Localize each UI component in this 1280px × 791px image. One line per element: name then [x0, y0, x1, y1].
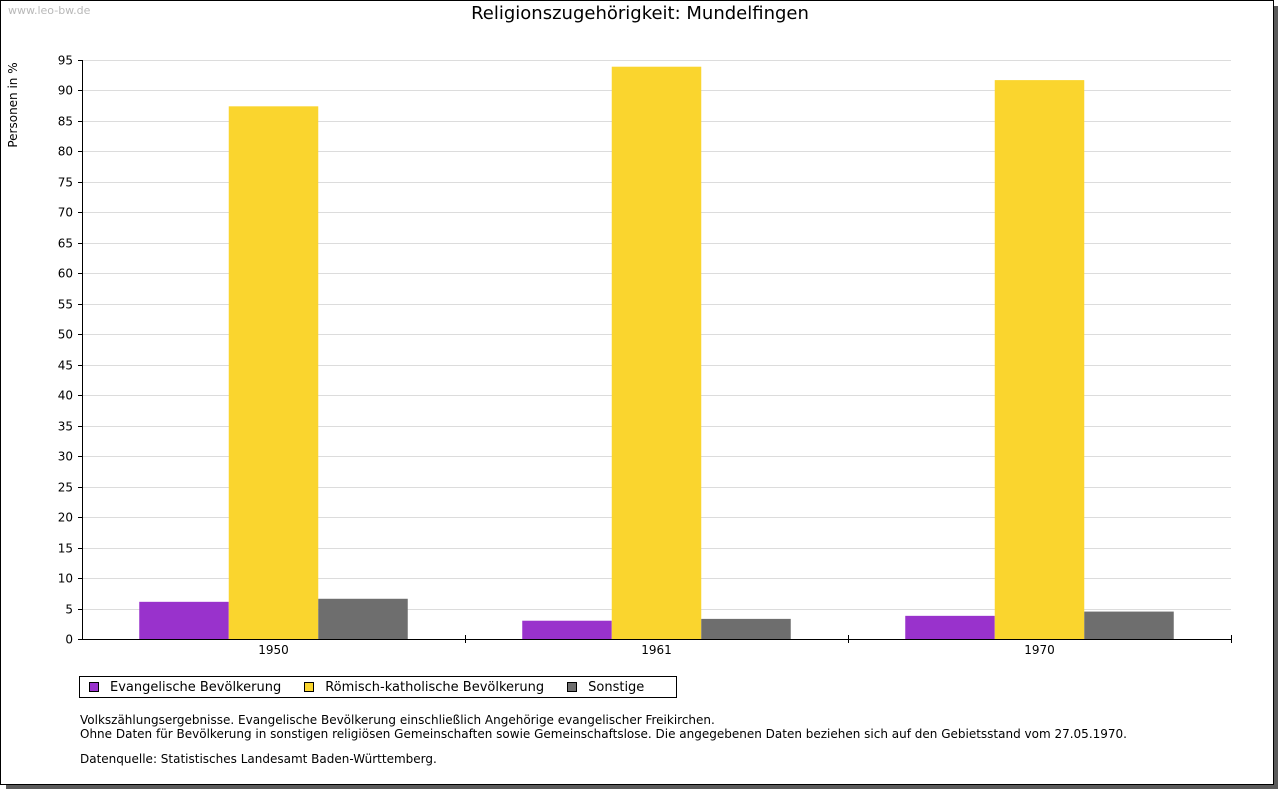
legend: Evangelische Bevölkerung Römisch-katholis…: [79, 676, 677, 698]
y-tick-label: 80: [58, 145, 73, 159]
y-tick-label: 40: [58, 389, 73, 403]
legend-item: Evangelische Bevölkerung: [89, 680, 281, 695]
x-tick-label: 1950: [258, 643, 289, 657]
legend-swatch: [567, 682, 578, 692]
bar: [228, 106, 319, 639]
y-tick-label: 15: [58, 542, 73, 556]
y-tick-label: 10: [58, 572, 73, 586]
legend-swatch: [304, 682, 315, 692]
y-tick-label: 90: [58, 84, 73, 98]
footnotes: Volkszählungsergebnisse. Evangelische Be…: [80, 713, 1127, 741]
y-tick-label: 0: [65, 633, 73, 647]
tick-labels: 0 5 10 15 20 25 30 35 40 45 50 55 60 65 70 75 80 85 90 95 19…: [58, 54, 1055, 658]
legend-item: Sonstige: [567, 680, 644, 695]
x-tick-label: 1970: [1024, 643, 1055, 657]
bar: [994, 80, 1085, 640]
y-tick-label: 95: [58, 54, 73, 68]
legend-label: Evangelische Bevölkerung: [110, 679, 282, 695]
chart-title: Religionszugehörigkeit: Mundelfingen: [471, 3, 809, 24]
bar: [701, 618, 791, 639]
bar: [318, 598, 408, 639]
bar: [522, 620, 612, 639]
footnote-line: Volkszählungsergebnisse. Evangelische Be…: [80, 713, 715, 727]
legend-label: Römisch-katholische Bevölkerung: [325, 679, 545, 695]
data-source: Datenquelle: Statistisches Landesamt Bad…: [80, 752, 437, 766]
bar: [139, 601, 229, 639]
y-tick-label: 55: [58, 298, 73, 312]
legend-swatch: [89, 682, 99, 692]
watermark: www.leo-bw.de: [8, 4, 91, 17]
bar: [905, 615, 995, 639]
bar-chart: 0 5 10 15 20 25 30 35 40 45 50 55 60 65 70 75 80 85 90 95 19…: [58, 54, 1232, 658]
y-tick-label: 60: [58, 267, 73, 281]
y-tick-label: 5: [65, 603, 73, 617]
bar: [611, 66, 702, 639]
axes: [78, 60, 1232, 643]
y-tick-label: 50: [58, 328, 73, 342]
bar: [1084, 611, 1174, 639]
bars: [139, 66, 1174, 640]
y-tick-label: 65: [58, 237, 73, 251]
y-tick-label: 75: [58, 176, 73, 190]
footnote-line: Ohne Daten für Bevölkerung in sonstigen …: [80, 727, 1127, 741]
y-tick-label: 35: [58, 420, 73, 434]
y-tick-label: 30: [58, 450, 73, 464]
legend-label: Sonstige: [588, 679, 645, 695]
y-tick-label: 70: [58, 206, 73, 220]
x-tick-label: 1961: [641, 643, 672, 657]
y-tick-label: 85: [58, 115, 73, 129]
legend-item: Römisch-katholische Bevölkerung: [304, 680, 544, 695]
y-tick-label: 45: [58, 359, 73, 373]
y-tick-label: 20: [58, 511, 73, 525]
y-tick-label: 25: [58, 481, 73, 495]
